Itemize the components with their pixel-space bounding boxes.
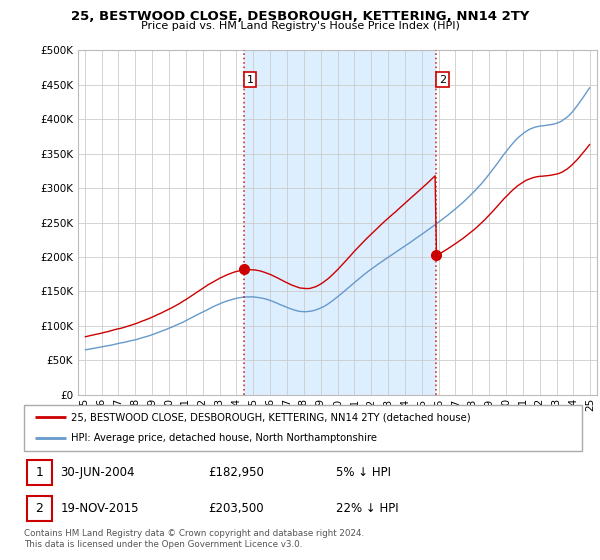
Text: 22% ↓ HPI: 22% ↓ HPI (337, 502, 399, 515)
Text: 25, BESTWOOD CLOSE, DESBOROUGH, KETTERING, NN14 2TY: 25, BESTWOOD CLOSE, DESBOROUGH, KETTERIN… (71, 10, 529, 23)
Text: £203,500: £203,500 (208, 502, 264, 515)
Text: 2: 2 (35, 502, 43, 515)
Text: 19-NOV-2015: 19-NOV-2015 (60, 502, 139, 515)
Text: 30-JUN-2004: 30-JUN-2004 (60, 466, 135, 479)
Text: 2: 2 (439, 74, 446, 85)
Text: 1: 1 (35, 466, 43, 479)
Text: HPI: Average price, detached house, North Northamptonshire: HPI: Average price, detached house, Nort… (71, 433, 377, 444)
Bar (27, 460, 52, 486)
Text: £182,950: £182,950 (208, 466, 264, 479)
Text: Contains HM Land Registry data © Crown copyright and database right 2024.
This d: Contains HM Land Registry data © Crown c… (24, 529, 364, 549)
Bar (27, 496, 52, 521)
Text: 1: 1 (247, 74, 254, 85)
Bar (244, 50, 436, 395)
Text: 5% ↓ HPI: 5% ↓ HPI (337, 466, 391, 479)
Text: 25, BESTWOOD CLOSE, DESBOROUGH, KETTERING, NN14 2TY (detached house): 25, BESTWOOD CLOSE, DESBOROUGH, KETTERIN… (71, 412, 471, 422)
Text: Price paid vs. HM Land Registry's House Price Index (HPI): Price paid vs. HM Land Registry's House … (140, 21, 460, 31)
